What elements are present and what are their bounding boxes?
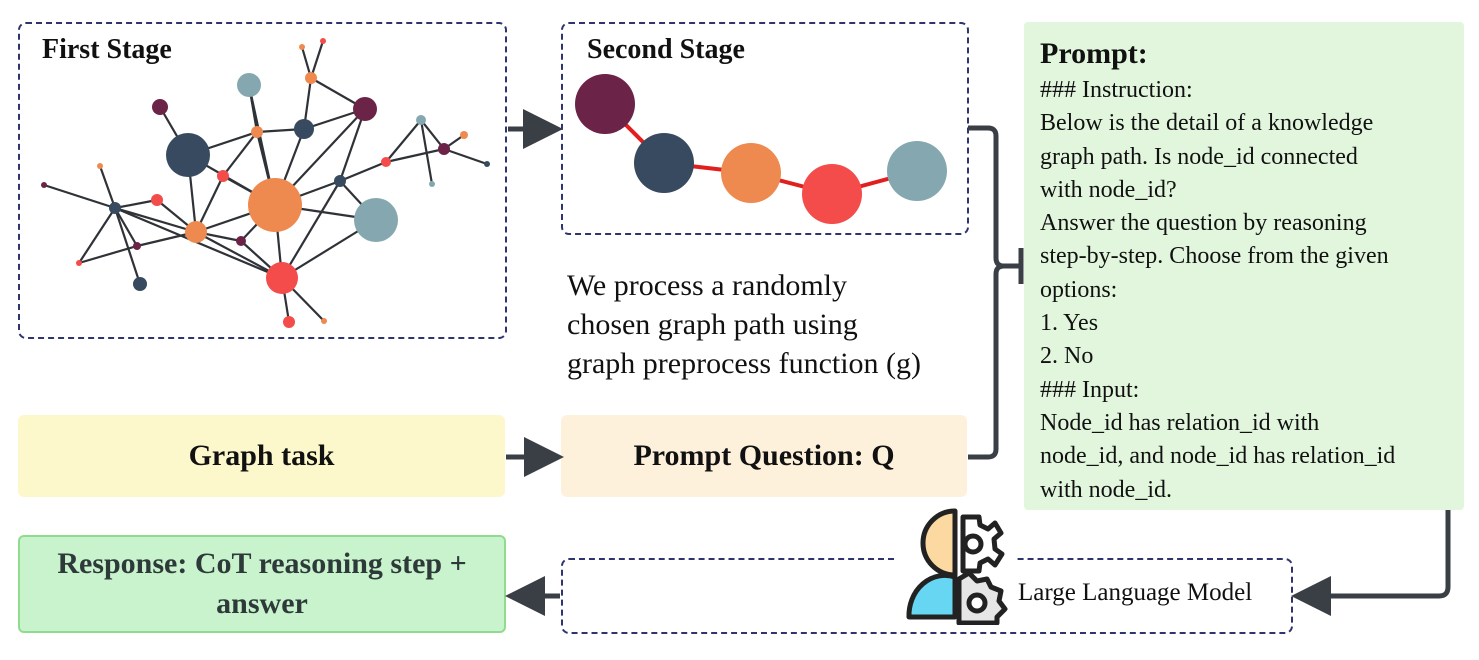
path-node	[721, 143, 781, 203]
graph-node	[76, 260, 82, 266]
graph-node	[133, 277, 147, 291]
graph-edge	[419, 119, 434, 185]
description-line-2: chosen graph path using	[567, 308, 858, 341]
graph-node	[299, 44, 305, 50]
graph-node	[294, 119, 314, 139]
response-label: Response: CoT reasoning step + answer	[57, 547, 467, 620]
graph-edge	[195, 231, 283, 279]
prompt-line: ### Input:	[1040, 376, 1140, 403]
graph-node	[416, 115, 426, 125]
prompt-line: Node_id has relation_id with	[1040, 409, 1320, 436]
description-line-1: We process a randomly	[567, 269, 847, 302]
response-box: Response: CoT reasoning step + answer	[18, 535, 506, 633]
second-stage-panel: Second Stage	[561, 22, 969, 235]
graph-node	[334, 175, 346, 187]
graph-edge	[443, 147, 488, 166]
graph-edge	[114, 198, 158, 210]
graph-node	[353, 97, 377, 121]
graph-edge	[114, 206, 197, 234]
prompt-line: Answer the question by reasoning	[1040, 210, 1367, 237]
arrow-prompt-to-llm	[1291, 510, 1451, 616]
first-stage-panel: First Stage	[18, 22, 507, 339]
merge-bracket	[968, 125, 1022, 269]
graph-node	[251, 126, 263, 138]
graph-node	[237, 73, 261, 97]
path-node	[887, 141, 947, 201]
graph-node	[429, 181, 435, 187]
graph-node	[151, 194, 163, 206]
graph-path	[575, 74, 947, 224]
prompt-line: graph path. Is node_id connected	[1040, 143, 1358, 170]
graph-edge	[420, 119, 445, 150]
knowledge-graph	[41, 38, 490, 328]
graph-edge	[114, 207, 138, 247]
graph-edge	[309, 40, 325, 79]
graph-edge	[222, 131, 258, 177]
first-stage-title: First Stage	[42, 34, 172, 65]
graph-node	[236, 236, 246, 246]
graph-node	[484, 161, 490, 167]
second-stage-title: Second Stage	[587, 34, 745, 65]
graph-node	[321, 318, 327, 324]
graph-node	[133, 242, 141, 250]
graph-node	[248, 178, 302, 232]
prompt-line: with node_id?	[1040, 176, 1177, 203]
graph-node	[354, 198, 398, 242]
prompt-question-box: Prompt Question: Q	[561, 415, 967, 497]
prompt-line: ### Instruction:	[1040, 77, 1193, 103]
graph-node	[41, 182, 47, 188]
prompt-line: 2. No	[1040, 343, 1094, 370]
path-node	[634, 133, 694, 193]
prompt-line: options:	[1040, 276, 1118, 303]
graph-edge	[385, 119, 422, 163]
prompt-line: 1. Yes	[1040, 310, 1099, 337]
graph-edge	[43, 183, 116, 210]
path-node	[575, 74, 635, 134]
graph-edge	[338, 108, 367, 182]
graph-edge	[78, 207, 116, 264]
prompt-line: Below is the detail of a knowledge	[1040, 110, 1374, 137]
graph-node	[460, 131, 468, 139]
prompt-line: with node_id.	[1040, 476, 1172, 503]
graph-task-box: Graph task	[18, 415, 505, 497]
graph-edge	[385, 147, 445, 164]
graph-edge	[98, 165, 117, 209]
prompt-line: node_id, and node_id has relation_id	[1040, 443, 1396, 470]
graph-node	[185, 221, 207, 243]
graph-node	[97, 163, 103, 169]
graph-node	[152, 99, 168, 115]
description-line-3: graph preprocess function (g)	[567, 347, 922, 380]
graph-edge	[339, 160, 387, 183]
prompt-question-label: Prompt Question: Q	[633, 439, 895, 472]
graph-node	[438, 143, 450, 155]
prompt-title: Prompt:	[1040, 37, 1148, 70]
prompt-panel: Prompt: ### Instruction: Below is the de…	[1024, 22, 1464, 510]
graph-node	[381, 157, 391, 167]
description-text: We process a randomly chosen graph path …	[567, 266, 977, 383]
graph-edge	[78, 244, 138, 265]
graph-node	[266, 262, 298, 294]
llm-label: Large Language Model	[1018, 579, 1253, 606]
path-node	[802, 164, 862, 224]
graph-node	[283, 316, 295, 328]
graph-node	[166, 133, 210, 177]
graph-task-label: Graph task	[188, 439, 335, 472]
ai-head-gear-icon	[897, 505, 1017, 625]
graph-edge	[281, 180, 341, 279]
prompt-line: step-by-step. Choose from the given	[1040, 243, 1389, 270]
graph-node	[305, 72, 317, 84]
graph-node	[109, 202, 121, 214]
graph-edge	[113, 207, 142, 285]
graph-node	[320, 38, 326, 44]
graph-node	[217, 170, 229, 182]
graph-edge	[114, 206, 283, 280]
